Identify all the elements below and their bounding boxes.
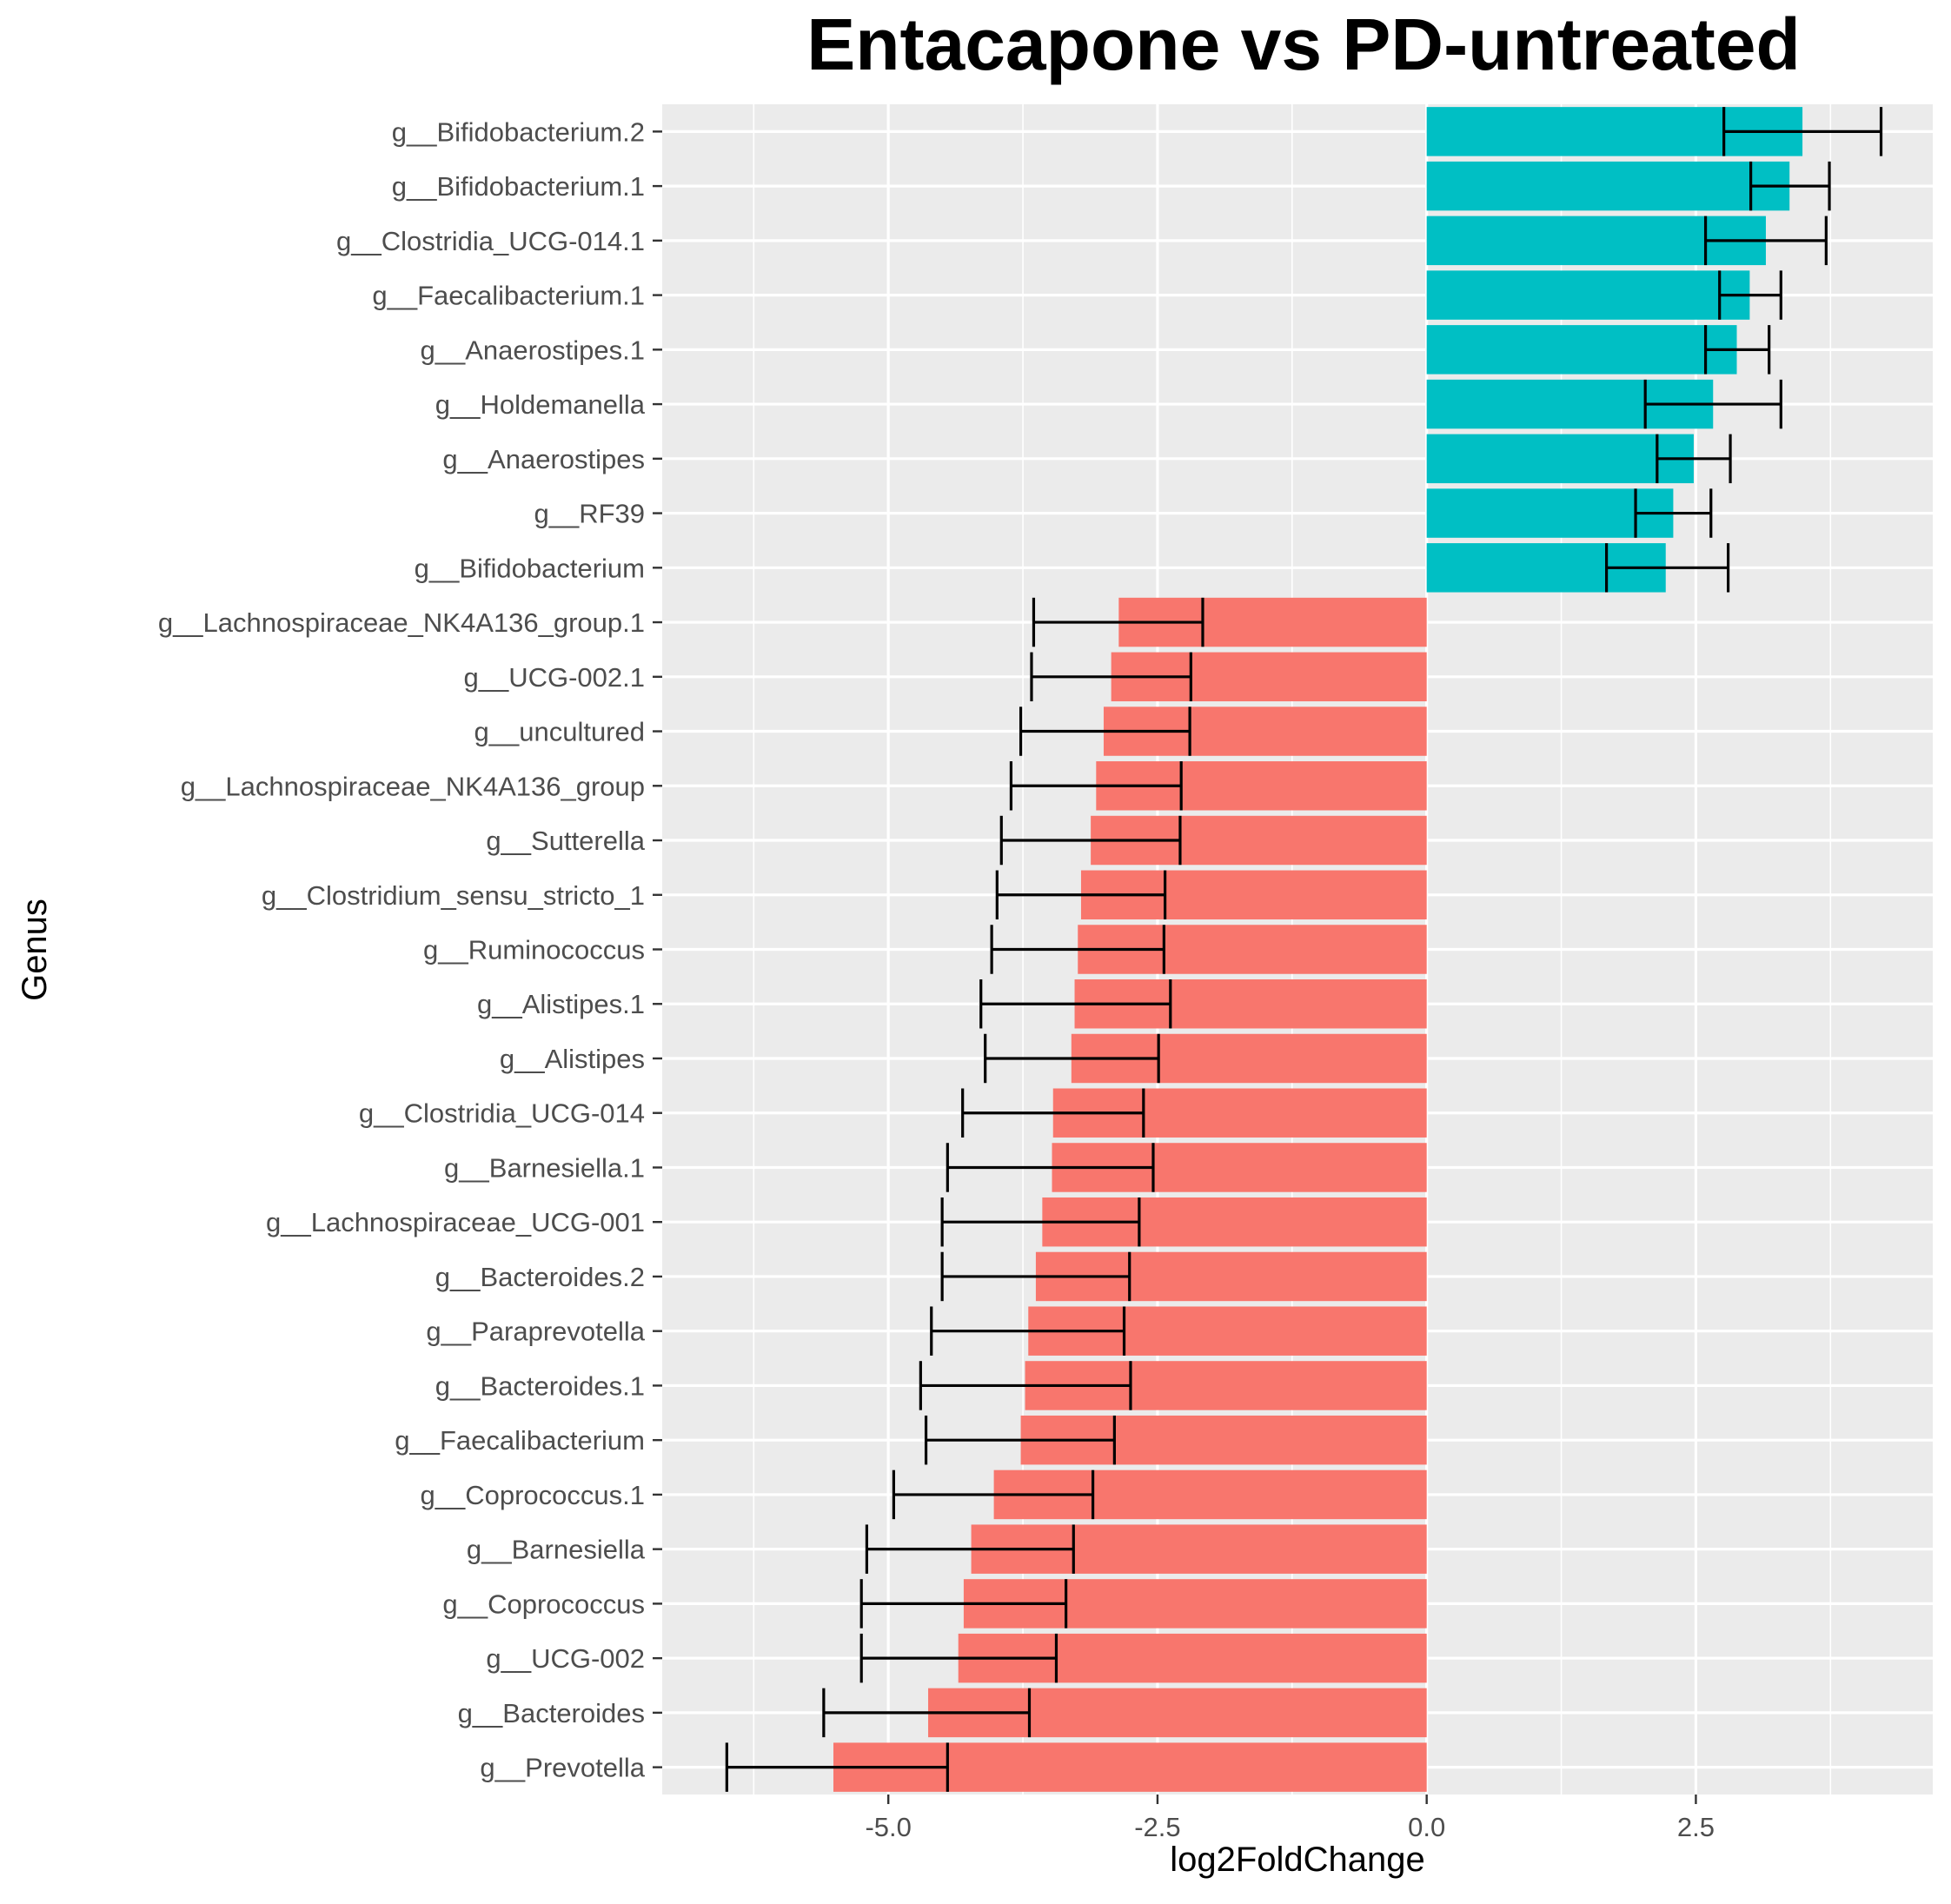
y-tick-label: g__Clostridia_UCG-014.1: [336, 226, 645, 256]
y-tick-label: g__Alistipes.1: [477, 989, 645, 1019]
y-tick-label: g__Barnesiella: [467, 1535, 646, 1565]
x-tick-label: -2.5: [1134, 1812, 1180, 1842]
x-tick-label: 2.5: [1677, 1812, 1715, 1842]
y-tick-label: g__Bacteroides.1: [435, 1370, 645, 1401]
y-tick-label: g__Anaerostipes.1: [420, 335, 645, 365]
y-tick-label: g__Sutterella: [486, 826, 645, 856]
x-tick-label: 0.0: [1408, 1812, 1445, 1842]
bar: [1426, 270, 1750, 320]
y-tick-label: g__Bifidobacterium.1: [392, 171, 645, 202]
bar: [1426, 325, 1737, 375]
y-tick-label: g__Bacteroides.2: [435, 1262, 645, 1292]
y-tick-label: g__Bifidobacterium: [415, 553, 645, 583]
y-tick-label: g__Lachnospiraceae_NK4A136_group.1: [158, 607, 645, 638]
x-axis: -5.0 -2.5 0.0 2.5: [865, 1795, 1715, 1842]
y-tick-label: g__RF39: [534, 499, 645, 529]
y-tick-label: g__UCG-002: [486, 1643, 645, 1674]
y-tick-label: g__Barnesiella.1: [444, 1152, 645, 1183]
y-tick-label: g__Holdemanella: [435, 389, 646, 420]
y-tick-label: g__Ruminococcus: [423, 935, 645, 965]
y-tick-label: g__Alistipes: [500, 1044, 645, 1074]
y-axis-title: Genus: [16, 899, 54, 1001]
x-tick-label: -5.0: [865, 1812, 911, 1842]
bar: [1426, 434, 1694, 484]
x-axis-title: log2FoldChange: [1170, 1841, 1425, 1879]
bars-layer: [833, 107, 1803, 1792]
y-tick-label: g__Anaerostipes: [442, 444, 645, 474]
y-tick-label: g__Prevotella: [480, 1753, 645, 1783]
y-tick-label: g__Bacteroides: [458, 1698, 645, 1728]
errorbar-layer: [725, 107, 1883, 1792]
y-tick-label: g__Clostridia_UCG-014: [359, 1098, 645, 1129]
y-tick-label: g__Lachnospiraceae_NK4A136_group: [181, 771, 645, 801]
chart-title: Entacapone vs PD-untreated: [806, 3, 1801, 85]
y-tick-label: g__Faecalibacterium.1: [372, 281, 645, 311]
bar: [1426, 161, 1790, 211]
y-tick-label: g__uncultured: [474, 717, 646, 747]
y-tick-label: g__Coprococcus: [442, 1589, 645, 1619]
y-tick-label: g__Clostridium_sensu_stricto_1: [262, 880, 645, 911]
y-tick-label: g__Coprococcus.1: [421, 1480, 646, 1510]
bar: [1426, 488, 1674, 538]
y-tick-label: g__Paraprevotella: [426, 1317, 645, 1347]
y-tick-label: g__UCG-002.1: [463, 662, 645, 693]
y-tick-label: g__Lachnospiraceae_UCG-001: [266, 1207, 645, 1237]
y-tick-label: g__Bifidobacterium.2: [392, 116, 645, 147]
y-tick-label: g__Faecalibacterium: [395, 1425, 645, 1456]
y-axis: g__Bifidobacterium.2 g__Bifidobacterium.1…: [158, 116, 662, 1783]
